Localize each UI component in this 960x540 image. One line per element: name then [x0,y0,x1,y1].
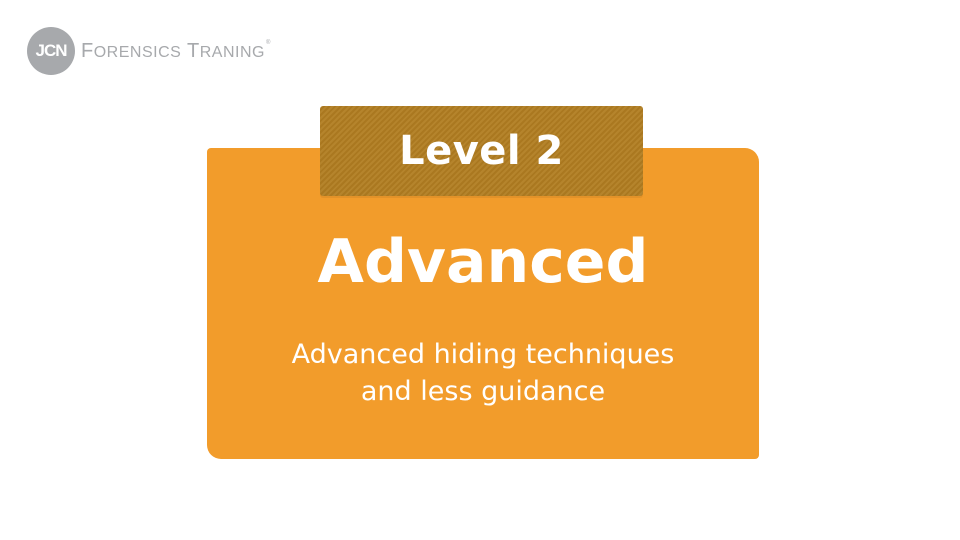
description-line-1: Advanced hiding techniques [291,339,675,370]
level-tab: Level 2 [320,106,643,196]
logo-badge: JCN [27,27,75,75]
logo-word2-rest: RANING [199,43,265,61]
description-line-2: and less guidance [360,376,606,407]
level-title: Advanced [317,227,649,297]
logo-word1-rest: ORENSICS [93,43,182,61]
logo-word2-cap: T [187,39,200,62]
level-label: Level 2 [399,128,564,174]
registered-mark: ® [265,39,271,46]
logo-wordmark: FORENSICS TRANING® [81,40,271,63]
logo-word1-cap: F [81,39,94,62]
brand-logo: JCN FORENSICS TRANING® [27,27,271,75]
level-description: Advanced hiding techniques and less guid… [207,336,759,410]
logo-badge-text: JCN [35,41,67,60]
level-card [207,148,759,459]
